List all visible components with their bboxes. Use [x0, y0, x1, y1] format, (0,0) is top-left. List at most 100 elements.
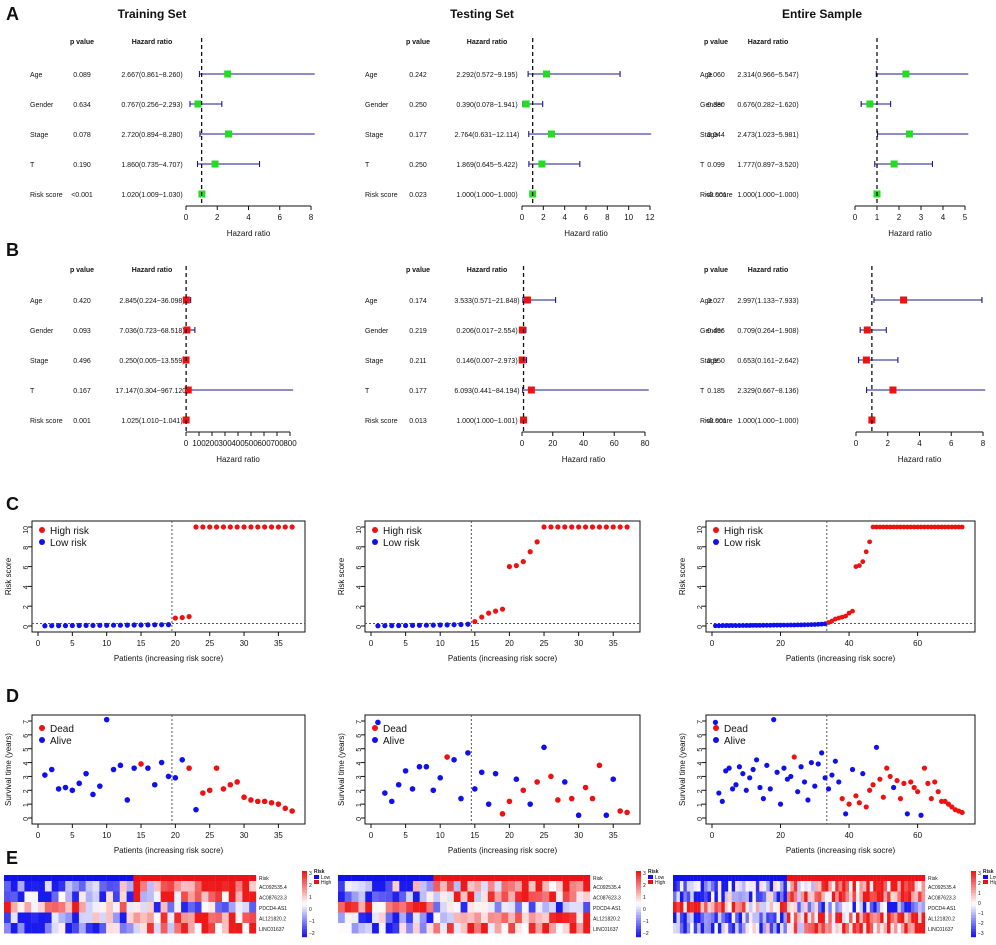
dead-point	[520, 787, 527, 794]
risk-bar-cell	[721, 875, 725, 881]
color-scale-cell	[971, 931, 976, 935]
heatmap-cell	[106, 902, 114, 913]
heatmap-cell	[755, 902, 760, 913]
risk-bar-cell	[862, 875, 867, 881]
color-scale-cell	[636, 890, 641, 894]
row-label: T	[30, 388, 35, 395]
heatmap-cell	[201, 891, 209, 902]
heatmap-cell	[583, 912, 591, 923]
heatmap-cell	[828, 902, 832, 913]
y-tick-label: 6	[697, 734, 704, 738]
heatmap-cell	[446, 891, 454, 902]
low-risk-point	[774, 622, 780, 628]
heatmap-cell	[807, 923, 812, 934]
legend-marker-blue	[713, 539, 719, 545]
alive-point	[764, 762, 770, 768]
color-scale-cell	[971, 917, 976, 921]
alive-point	[76, 780, 83, 787]
heatmap-cell	[697, 912, 701, 923]
heatmap-cell	[569, 881, 577, 892]
row-hr-text: 2.667(0.861~8.260)	[121, 72, 182, 79]
heatmap-cell	[780, 923, 784, 934]
heatmap-cell	[907, 881, 912, 892]
heatmap-cell	[419, 923, 427, 934]
heatmap-cell	[153, 912, 161, 923]
alive-point	[808, 759, 814, 766]
heatmap-cell	[92, 891, 100, 902]
heatmap-cell	[786, 902, 791, 913]
x-tick-label: 1	[875, 213, 880, 222]
row-pvalue: 0.250	[409, 162, 427, 169]
heatmap-cell	[845, 881, 850, 892]
x-axis-label: Hazard ratio	[227, 229, 271, 238]
low-risk-point	[713, 623, 718, 629]
plot-frame	[31, 714, 306, 825]
heatmap-cell	[876, 891, 881, 902]
row-pvalue: <0.001	[705, 192, 727, 199]
x-tick-label: 10	[624, 213, 633, 222]
heatmap-cell	[174, 923, 182, 934]
heatmap-cell	[119, 881, 127, 892]
heatmap-cell	[769, 881, 774, 892]
heatmap-cell	[515, 891, 523, 902]
heatmap-cell	[862, 912, 867, 923]
x-tick-label: 6	[584, 213, 589, 222]
alive-point	[90, 791, 96, 798]
heatmap-cell	[133, 881, 141, 892]
x-axis-label: Patients (increasing risk socre)	[786, 846, 896, 855]
x-tick-label: 12	[646, 213, 655, 222]
heatmap-cell	[38, 912, 46, 923]
heatmap-cell	[446, 902, 454, 913]
heatmap-cell	[249, 912, 257, 923]
x-tick-label: 10	[102, 831, 111, 840]
heatmap-cell	[17, 891, 25, 902]
heatmap-cell	[824, 891, 829, 902]
hr-marker	[518, 356, 526, 364]
legend-marker-blue	[372, 737, 378, 743]
heatmap-cell	[4, 923, 11, 934]
low-risk-point	[97, 622, 103, 628]
heatmap-cell	[797, 923, 801, 934]
risk-bar-cell	[153, 875, 161, 881]
color-scale-cell	[302, 879, 307, 883]
heatmap-cell	[766, 891, 770, 902]
heatmap-cell	[44, 891, 52, 902]
heatmap-cell	[849, 881, 853, 892]
color-scale-tick: 0	[978, 901, 981, 907]
color-scale-tick: 1	[309, 895, 312, 901]
heatmap-cell	[235, 923, 243, 934]
alive-point	[825, 786, 832, 792]
row-label: Age	[365, 72, 378, 79]
heatmap-cell	[780, 912, 784, 923]
risk-bar-cell	[399, 875, 407, 881]
heatmap-cell	[690, 912, 694, 923]
alive-point	[131, 765, 137, 771]
row-hr-text: 0.709(0.264~1.908)	[737, 328, 798, 335]
heatmap-cell	[474, 891, 482, 902]
heatmap-cell	[44, 912, 52, 923]
y-axis-label: Risk score	[678, 557, 687, 595]
heatmap-cell	[358, 881, 366, 892]
heatmap-cell	[51, 902, 59, 913]
heatmap-cell	[501, 912, 509, 923]
y-tick-label: 0	[356, 625, 363, 629]
color-scale-tick: 2	[978, 881, 981, 887]
high-risk-point	[624, 524, 630, 530]
alive-point	[774, 769, 780, 775]
risk-bar-cell	[208, 875, 216, 881]
heatmap-cell	[783, 891, 788, 902]
heatmap-cell	[549, 902, 557, 913]
heatmap-cell	[147, 881, 154, 892]
color-scale-tick: −2	[309, 931, 315, 937]
heatmap-cell	[831, 902, 836, 913]
heatmap-cell	[883, 902, 888, 913]
legend-label: Alive	[50, 736, 72, 747]
row-hr-text: 17.147(0.304~967.120)	[116, 388, 189, 395]
heatmap-cell	[51, 891, 59, 902]
heatmap-cell	[728, 891, 732, 902]
heatmap-row-label: LINC01637	[928, 927, 954, 933]
alive-point	[193, 806, 199, 813]
heatmap-cell	[474, 923, 482, 934]
color-scale-cell	[636, 901, 641, 905]
alive-point	[42, 772, 48, 778]
